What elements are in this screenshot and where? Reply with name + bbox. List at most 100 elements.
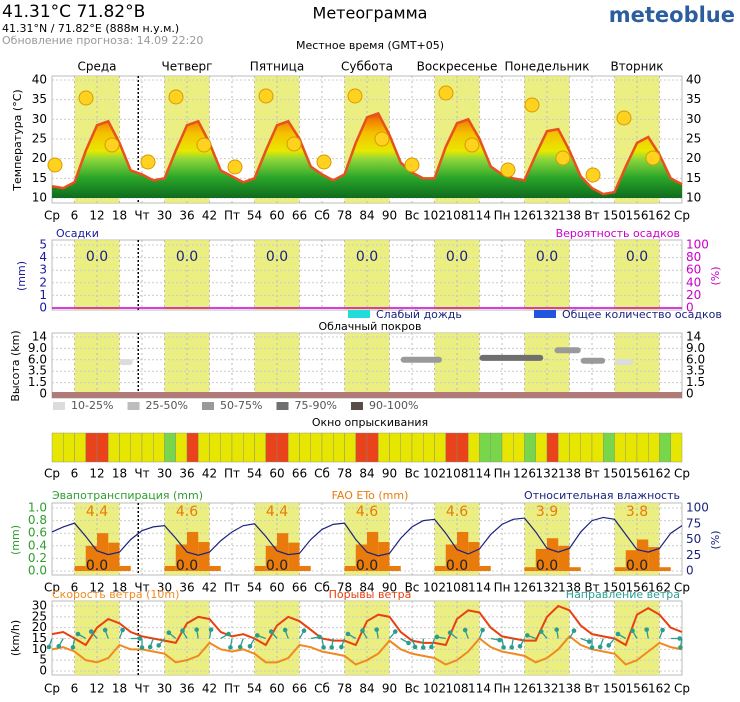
x-tick-label: 162 — [648, 467, 671, 481]
weather-icon — [500, 162, 516, 178]
wind-direction-dot — [412, 644, 418, 650]
brand[interactable]: meteoblue — [609, 3, 735, 27]
eto-bar — [524, 567, 536, 571]
spray-cell — [591, 432, 604, 463]
y-tick-label: 0.8 — [28, 513, 47, 527]
spray-cell — [321, 432, 334, 463]
x-tick-label: 90 — [382, 682, 397, 696]
x-tick-label: 30 — [157, 581, 172, 595]
spray-cell — [141, 432, 154, 463]
x-tick-label: 42 — [202, 581, 217, 595]
eto-bar — [547, 538, 559, 571]
eto-bar — [614, 567, 626, 571]
x-tick-label: Сб — [314, 581, 330, 595]
x-tick-label: 18 — [112, 581, 127, 595]
spray-cell — [524, 432, 536, 463]
eto-bar — [569, 567, 581, 571]
x-tick-label: 78 — [337, 467, 352, 481]
spray-cell — [288, 432, 300, 463]
x-tick-label: Чт — [134, 467, 149, 481]
x-tick-label: 138 — [558, 581, 581, 595]
eto-bar — [265, 545, 277, 571]
wind-direction-dot — [589, 645, 595, 650]
spray-cell — [85, 432, 98, 463]
spray-cell — [164, 432, 176, 463]
spray-cell — [389, 432, 401, 463]
spray-cell — [445, 432, 458, 463]
x-tick-label: Пт — [224, 209, 240, 223]
wind-direction-dot — [420, 645, 426, 650]
panel-title: Направление ветра — [566, 588, 680, 601]
y-tick-label: 35 — [32, 92, 47, 106]
wind-direction-dot — [70, 645, 76, 650]
spray-cell — [614, 432, 626, 463]
wind-direction-dot — [301, 628, 307, 634]
x-tick-label: 42 — [202, 467, 217, 481]
y-tick-label: 0 — [39, 387, 47, 401]
y-tick-label: 30 — [32, 599, 47, 613]
day-label: Понедельник — [505, 60, 590, 74]
wind-direction-dot — [268, 629, 274, 634]
x-tick-label: 36 — [179, 209, 194, 223]
y-tick-label: 20 — [32, 620, 47, 634]
eto-bar — [209, 565, 221, 571]
eto-bar — [119, 565, 131, 571]
spray-cell — [209, 432, 221, 463]
x-tick-label: 90 — [382, 467, 397, 481]
y-tick-label: 14 — [32, 330, 47, 344]
spray-cell — [198, 432, 210, 463]
x-tick-label: 84 — [359, 467, 374, 481]
wind-direction-dot — [644, 627, 649, 632]
coords: 41.31°C 71.82°B — [2, 2, 145, 22]
daily-evap: 0.0 — [626, 558, 648, 574]
y-tick-label: 50 — [686, 532, 701, 546]
x-tick-label: Вт — [584, 209, 599, 223]
x-tick-label: 66 — [292, 467, 307, 481]
spray-cell — [265, 432, 278, 463]
x-tick-label: Вт — [584, 581, 599, 595]
spray-cell — [434, 432, 446, 463]
x-tick-label: 84 — [359, 209, 374, 223]
y-tick-label: 20 — [32, 151, 47, 165]
x-tick-label: 126 — [513, 581, 536, 595]
spray-cell — [108, 432, 120, 463]
x-tick-label: Пн — [494, 682, 511, 696]
day-label: Вторник — [610, 60, 663, 74]
x-tick-label: 36 — [179, 467, 194, 481]
weather-icon — [168, 89, 184, 105]
wind-direction-dot — [501, 645, 506, 650]
y-tick-label: 14 — [686, 330, 701, 344]
wind-direction-dot — [226, 631, 231, 637]
spray-cell — [153, 432, 165, 463]
cloud-patch — [119, 359, 133, 366]
daily-eto: 4.4 — [266, 504, 288, 520]
x-tick-label: 78 — [337, 682, 352, 696]
eto-bar — [108, 542, 120, 571]
eto-bar — [479, 565, 491, 571]
timezone: Местное время (GMT+05) — [296, 39, 444, 52]
wind-direction-dot — [606, 643, 612, 648]
eto-bar — [468, 542, 480, 571]
wind-direction-dot — [75, 631, 81, 637]
wind-direction-dot — [392, 629, 398, 634]
wind-direction-dot — [509, 645, 514, 650]
x-tick-label: 162 — [648, 682, 671, 696]
x-tick-label: Чт — [134, 682, 149, 696]
spray-cell — [254, 432, 266, 463]
y-tick-label: 40 — [32, 73, 47, 87]
daily-total: 0.0 — [266, 249, 288, 265]
weather-icon — [140, 154, 156, 170]
legend-label: 50-75% — [220, 399, 262, 412]
x-tick-label: 132 — [536, 467, 559, 481]
y2-axis-label: (%) — [709, 266, 722, 285]
eto-bar — [625, 550, 637, 571]
daily-total: 0.0 — [176, 249, 198, 265]
spray-cell — [569, 432, 581, 463]
panel-title: Скорость ветра (10m) — [52, 588, 179, 601]
x-tick-label: 90 — [382, 209, 397, 223]
eto-bar — [648, 547, 660, 571]
y-tick-label: 100 — [686, 238, 709, 252]
wind-direction-dot — [166, 630, 172, 636]
weather-icon — [78, 90, 94, 106]
y-tick-label: 10 — [686, 191, 701, 205]
